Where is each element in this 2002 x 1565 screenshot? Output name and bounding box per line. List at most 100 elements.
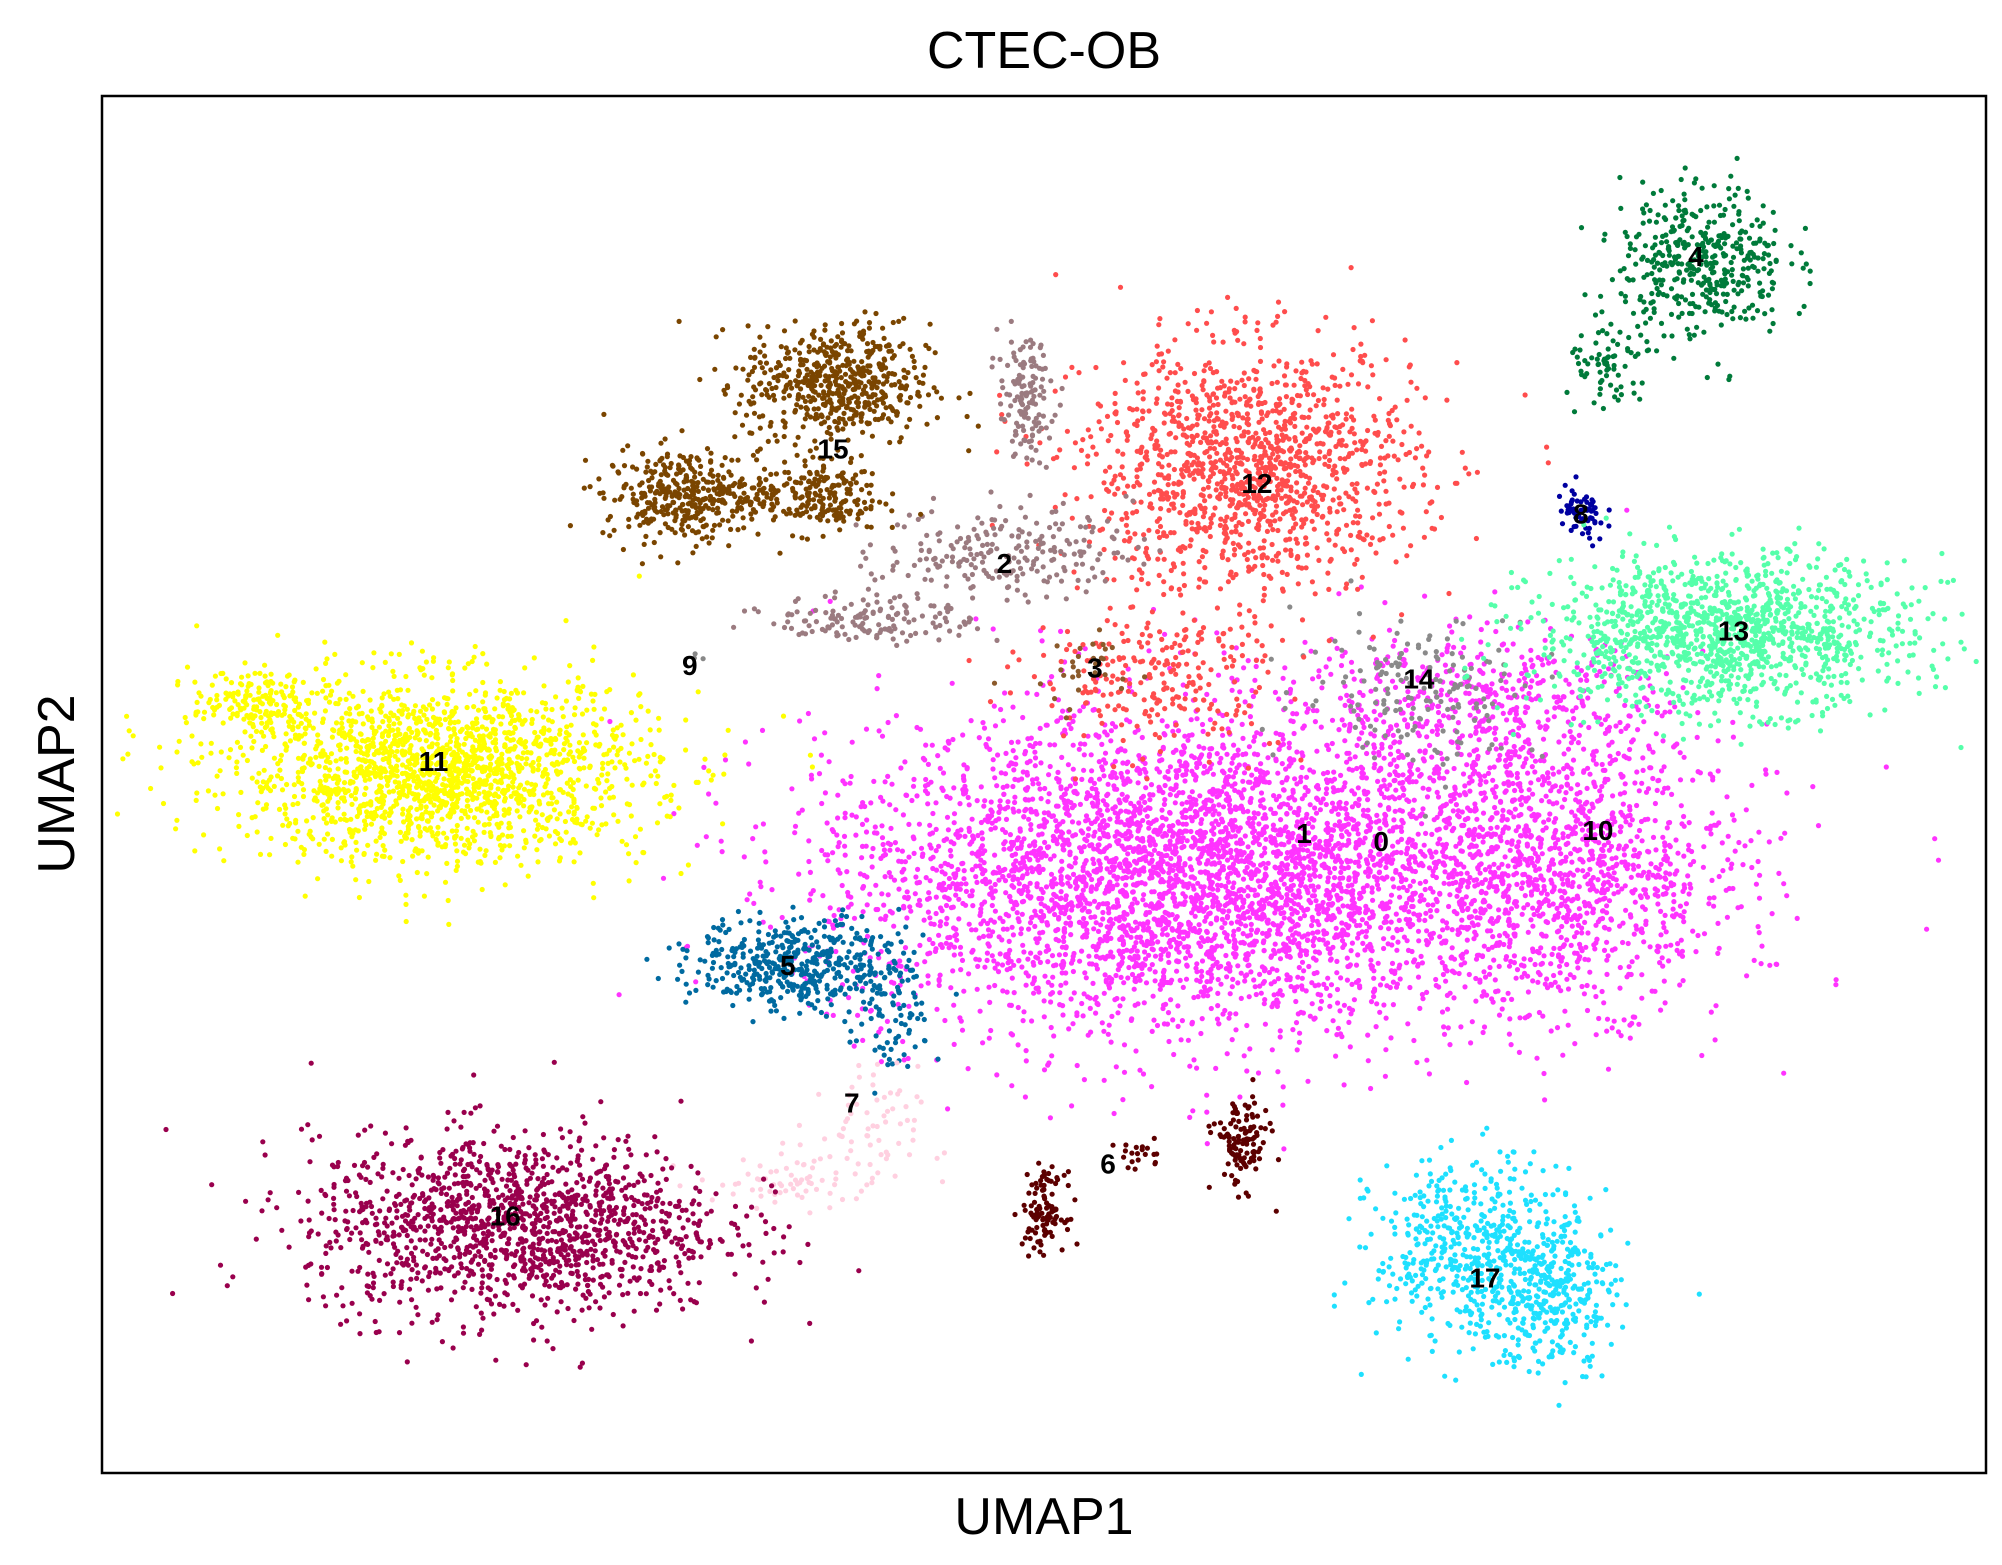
cluster-1-point <box>845 904 851 910</box>
cluster-1-point <box>1009 868 1015 874</box>
cluster-0-point <box>1330 785 1336 791</box>
cluster-0-point <box>1373 717 1379 723</box>
cluster-1-point <box>1061 791 1067 798</box>
cluster-1-point <box>946 945 952 951</box>
cluster-0-point <box>1312 1015 1318 1021</box>
cluster-1-point <box>1163 979 1169 986</box>
cluster-0-point <box>1021 836 1027 842</box>
cluster-1-point <box>1261 912 1267 918</box>
cluster-1-point <box>1215 672 1222 678</box>
cluster-1-point <box>1049 1053 1055 1059</box>
cluster-0-point <box>1030 981 1036 987</box>
cluster-1-point <box>1109 721 1116 727</box>
cluster-0-point <box>1511 743 1517 750</box>
cluster-0-point <box>1365 943 1371 950</box>
cluster-0-point <box>1101 1028 1107 1034</box>
cluster-10-point <box>1552 979 1558 985</box>
cluster-0-point <box>1205 993 1211 999</box>
cluster-1-point <box>1197 927 1203 934</box>
cluster-0-point <box>1481 943 1487 949</box>
cluster-1-point <box>1160 1005 1166 1012</box>
cluster-1-point <box>1192 896 1198 902</box>
cluster-0-point <box>1114 995 1120 1002</box>
cluster-1-point <box>1033 808 1039 815</box>
cluster-0-point <box>1102 750 1109 756</box>
cluster-1-point <box>1247 854 1254 861</box>
cluster-0-point <box>1316 911 1322 917</box>
cluster-0-point <box>1451 995 1457 1001</box>
cluster-1-point <box>1182 807 1188 813</box>
cluster-0-point <box>951 785 957 791</box>
cluster-1-point <box>1400 884 1406 890</box>
cluster-1-point <box>1011 962 1017 968</box>
cluster-1-point <box>1209 746 1215 752</box>
cluster-1-point <box>973 863 979 869</box>
cluster-10-point <box>1540 774 1546 780</box>
cluster-0-point <box>1142 956 1149 962</box>
cluster-0-point <box>1391 850 1397 856</box>
cluster-0-point <box>1444 925 1450 931</box>
cluster-1-point <box>1424 928 1430 934</box>
cluster-0-point <box>1280 1102 1286 1108</box>
cluster-0-point <box>1631 931 1637 937</box>
cluster-0-point <box>900 812 907 818</box>
cluster-0-point <box>1396 885 1402 891</box>
cluster-0-point <box>1237 689 1243 695</box>
cluster-1-point <box>1095 928 1102 935</box>
cluster-1-point <box>896 858 902 864</box>
cluster-1-point <box>1134 900 1140 906</box>
cluster-0-point <box>1381 945 1387 952</box>
cluster-10-point <box>1501 941 1507 948</box>
cluster-0-point <box>1256 841 1262 848</box>
cluster-1-point <box>1181 749 1187 755</box>
cluster-1-point <box>1118 961 1125 967</box>
cluster-1-point <box>957 801 963 807</box>
cluster-1-point <box>1201 848 1207 854</box>
cluster-1-point <box>1260 930 1266 936</box>
cluster-0-point <box>1449 945 1455 951</box>
cluster-1-point <box>831 912 837 919</box>
cluster-0-point <box>1247 779 1253 785</box>
cluster-0-point <box>1396 755 1402 761</box>
cluster-1-point <box>1032 749 1038 755</box>
cluster-1-point <box>1014 902 1020 908</box>
cluster-1-point <box>607 718 613 725</box>
cluster-0-point <box>1332 822 1338 828</box>
cluster-0-point <box>914 793 920 799</box>
cluster-10-point <box>1409 842 1416 849</box>
cluster-0-point <box>1265 755 1271 761</box>
cluster-0-point <box>1514 881 1520 888</box>
cluster-0-point <box>1143 902 1149 908</box>
cluster-0-point <box>1508 958 1514 965</box>
cluster-0-point <box>1188 864 1194 870</box>
cluster-0-point <box>1712 1037 1718 1043</box>
cluster-0-point <box>1442 869 1448 875</box>
cluster-0-point <box>876 673 882 679</box>
cluster-1-point <box>1066 721 1072 727</box>
cluster-10-point <box>1441 846 1447 852</box>
cluster-0-point <box>1276 746 1282 753</box>
cluster-10-point <box>1500 807 1506 814</box>
cluster-0-point <box>1556 769 1562 775</box>
cluster-1-point <box>1263 836 1269 842</box>
cluster-1-point <box>1346 1005 1352 1011</box>
cluster-0-point <box>1444 992 1450 999</box>
cluster-10-point <box>1458 848 1464 854</box>
cluster-1-point <box>1346 837 1352 843</box>
cluster-0-point <box>1258 990 1264 996</box>
cluster-1-point <box>1252 871 1258 878</box>
cluster-1-point <box>991 958 997 964</box>
cluster-0-point <box>1282 665 1288 671</box>
cluster-1-point <box>974 986 980 992</box>
cluster-0-point <box>1268 954 1274 960</box>
cluster-1-point <box>1196 940 1202 946</box>
cluster-1-point <box>1210 886 1216 892</box>
cluster-1-point <box>1204 768 1210 774</box>
cluster-0-point <box>1427 908 1433 914</box>
cluster-0-point <box>1382 915 1389 921</box>
cluster-0-point <box>888 825 894 832</box>
cluster-0-point <box>1113 1064 1119 1070</box>
cluster-1-point <box>917 942 923 949</box>
cluster-10-point <box>1445 1025 1451 1031</box>
